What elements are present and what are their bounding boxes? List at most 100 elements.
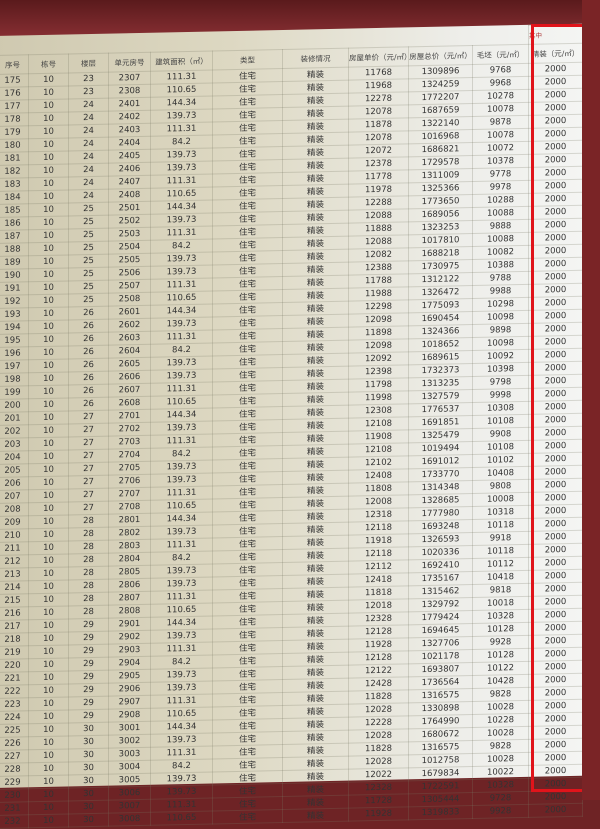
cell-building: 10 <box>28 85 69 100</box>
cell-unit-price: 12328 <box>348 611 409 627</box>
cell-unit-price: 12088 <box>348 234 409 250</box>
cell-unit-price: 12118 <box>348 546 409 562</box>
cell-building: 10 <box>28 241 69 256</box>
cell-area: 84.2 <box>150 238 213 254</box>
cell-floor: 25 <box>68 202 109 216</box>
cell-rough-price: 9798 <box>472 375 529 390</box>
cell-building: 10 <box>28 319 69 334</box>
cell-floor: 29 <box>68 709 109 723</box>
cell-unit: 2503 <box>108 227 151 242</box>
cell-index: 188 <box>0 242 29 257</box>
cell-floor: 24 <box>68 176 109 190</box>
cell-index: 191 <box>0 281 29 296</box>
cell-area: 111.31 <box>150 329 213 345</box>
cell-floor: 29 <box>68 644 109 658</box>
cell-area: 139.73 <box>150 771 213 787</box>
cell-building: 10 <box>28 800 69 815</box>
price-table: 其中 序号 栋号 楼层 单元房号 建筑面积（㎡） 类型 装修情况 房屋单价（元/㎡） 房屋总价（… <box>0 24 583 829</box>
cell-building: 10 <box>28 111 69 126</box>
cell-floor: 26 <box>68 371 109 385</box>
cell-unit: 2308 <box>108 84 151 99</box>
cell-floor: 24 <box>68 124 109 138</box>
cell-building: 10 <box>28 670 69 685</box>
cell-unit-price: 12128 <box>348 624 409 640</box>
cell-rough-price: 10122 <box>472 661 529 676</box>
cell-unit: 2701 <box>108 409 151 424</box>
cell-total-price: 1319833 <box>408 805 473 820</box>
cell-index: 212 <box>0 554 29 569</box>
cell-building: 10 <box>28 72 69 87</box>
cell-area: 84.2 <box>150 342 213 358</box>
cell-rough-price: 10118 <box>472 544 529 559</box>
cell-building: 10 <box>28 540 69 555</box>
cell-floor: 26 <box>68 306 109 320</box>
cell-floor: 26 <box>68 319 109 333</box>
cell-unit-price: 12122 <box>348 663 409 679</box>
cell-building: 10 <box>28 176 69 191</box>
cell-area: 111.31 <box>150 277 213 293</box>
cell-area: 144.34 <box>150 199 213 215</box>
cell-index: 211 <box>0 541 29 556</box>
cell-rough-price: 10418 <box>472 570 529 585</box>
cell-building: 10 <box>28 644 69 659</box>
cell-rough-price: 10112 <box>472 557 529 572</box>
cell-unit-price: 11928 <box>348 806 409 822</box>
cell-area: 144.34 <box>150 511 213 527</box>
cell-unit: 2501 <box>108 201 151 216</box>
cell-unit-price: 11978 <box>348 182 409 198</box>
cell-unit-price: 11988 <box>348 286 409 302</box>
cell-unit-price: 12428 <box>348 676 409 692</box>
cell-area: 110.65 <box>150 706 213 722</box>
cell-floor: 29 <box>68 618 109 632</box>
cell-area: 139.73 <box>150 420 213 436</box>
cell-area: 139.73 <box>150 667 213 683</box>
cell-unit: 2606 <box>108 370 151 385</box>
cell-building: 10 <box>28 254 69 269</box>
cell-unit: 2401 <box>108 97 151 112</box>
cell-rough-price: 9908 <box>472 427 529 442</box>
cell-index: 219 <box>0 645 29 660</box>
cell-area: 84.2 <box>150 758 213 774</box>
cell-building: 10 <box>28 267 69 282</box>
cell-area: 144.34 <box>150 303 213 319</box>
cell-unit: 2603 <box>108 331 151 346</box>
cell-unit: 2402 <box>108 110 151 125</box>
cell-rough-price: 9788 <box>472 271 529 286</box>
cell-index: 223 <box>0 697 29 712</box>
header-index: 序号 <box>0 54 29 75</box>
cell-index: 182 <box>0 164 29 179</box>
cell-unit-price: 12088 <box>348 208 409 224</box>
cell-unit: 3006 <box>108 786 151 801</box>
cell-unit: 2703 <box>108 435 151 450</box>
cell-unit: 2904 <box>108 656 151 671</box>
cell-floor: 27 <box>68 462 109 476</box>
cell-floor: 25 <box>68 293 109 307</box>
cell-floor: 30 <box>68 787 109 801</box>
cell-index: 232 <box>0 814 29 829</box>
cell-rough-price: 10288 <box>472 193 529 208</box>
cell-area: 111.31 <box>150 225 213 241</box>
cell-floor: 30 <box>68 774 109 788</box>
cell-unit: 2906 <box>108 682 151 697</box>
cell-unit: 2903 <box>108 643 151 658</box>
cell-unit-price: 11768 <box>348 65 409 81</box>
cell-unit-price: 11778 <box>348 169 409 185</box>
cell-unit-price: 12092 <box>348 351 409 367</box>
cell-index: 198 <box>0 372 29 387</box>
cell-floor: 28 <box>68 514 109 528</box>
cell-unit: 2706 <box>108 474 151 489</box>
cell-unit-price: 11818 <box>348 585 409 601</box>
cell-floor: 28 <box>68 566 109 580</box>
cell-rough-price: 10088 <box>472 232 529 247</box>
cell-finish-price: 2000 <box>528 803 583 818</box>
cell-floor: 30 <box>68 735 109 749</box>
cell-unit: 2802 <box>108 526 151 541</box>
cell-rough-price: 10078 <box>472 128 529 143</box>
cell-area: 139.73 <box>150 147 213 163</box>
cell-rough-price: 9978 <box>472 180 529 195</box>
cell-building: 10 <box>28 345 69 360</box>
cell-floor: 28 <box>68 592 109 606</box>
cell-unit: 2504 <box>108 240 151 255</box>
table-body: 175 10 23 2307 111.31 住宅 精装 11768 1309896 9768 200… <box>0 62 583 829</box>
cell-area: 144.34 <box>150 407 213 423</box>
